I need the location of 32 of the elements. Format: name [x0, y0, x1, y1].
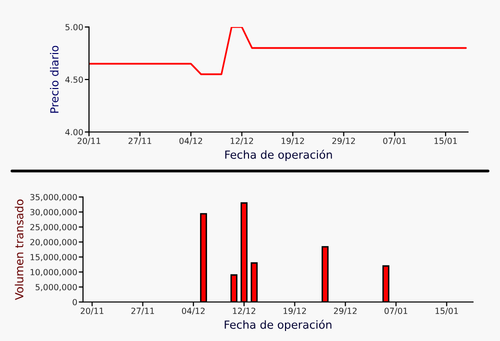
x-tick-label: 15/01: [434, 138, 457, 145]
x-tick-label: 12/12: [230, 138, 253, 145]
y-tick-label: 20,000,000: [30, 238, 77, 246]
x-tick-label: 07/01: [384, 308, 408, 315]
y-tick-label: 4.50: [65, 76, 83, 83]
x-tick-label: 19/12: [284, 308, 306, 315]
y-tick-label: 15,000,000: [30, 254, 77, 262]
y-tick-label: 25,000,000: [30, 224, 77, 232]
x-tick-label: 27/11: [131, 308, 154, 315]
x-tick-label: 15/01: [436, 308, 458, 315]
x-tick-label: 04/12: [182, 308, 205, 315]
x-axis-title: Fecha de operación: [224, 320, 332, 331]
x-tick-label: 20/11: [78, 138, 100, 145]
y-tick-label: 35,000,000: [30, 194, 77, 202]
y-tick-label: 10,000,000: [30, 268, 77, 276]
x-tick-label: 29/12: [332, 138, 355, 145]
x-tick-label: 20/11: [80, 308, 104, 315]
x-tick-label: 04/12: [179, 138, 202, 145]
x-tick-label: 12/12: [232, 308, 256, 315]
y-axis-title: Volumen transado: [14, 200, 24, 300]
y-tick-label: 5,000,000: [36, 284, 77, 292]
y-tick-label: 5.00: [66, 24, 83, 30]
x-axis-title: Fecha de operación: [225, 150, 332, 161]
x-tick-label: 07/01: [383, 138, 406, 145]
line-series: [89, 27, 467, 76]
x-tick-label: 19/12: [282, 138, 304, 145]
y-axis-title: Precio diario: [50, 46, 59, 113]
x-tick-label: 29/12: [334, 308, 357, 315]
x-tick-label: 27/11: [128, 138, 152, 145]
y-tick-label: 0: [72, 298, 77, 306]
y-tick-label: 30,000,000: [30, 208, 77, 216]
y-tick-label: 4.00: [65, 128, 83, 136]
